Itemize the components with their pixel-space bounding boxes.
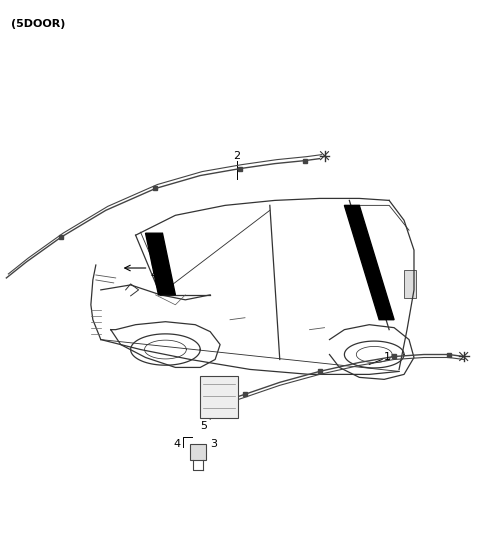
Bar [200, 376, 238, 418]
Bar [404, 270, 416, 298]
Text: 6: 6 [151, 260, 157, 270]
Text: (5DOOR): (5DOOR) [12, 19, 66, 30]
Text: 1: 1 [384, 353, 391, 363]
Polygon shape [344, 205, 394, 320]
Text: 5: 5 [200, 421, 207, 431]
Polygon shape [145, 233, 175, 295]
Text: 4: 4 [151, 270, 157, 280]
Bar [190, 444, 206, 460]
Text: 2: 2 [233, 151, 240, 161]
Text: 4: 4 [173, 439, 180, 449]
Text: 3: 3 [210, 439, 217, 449]
